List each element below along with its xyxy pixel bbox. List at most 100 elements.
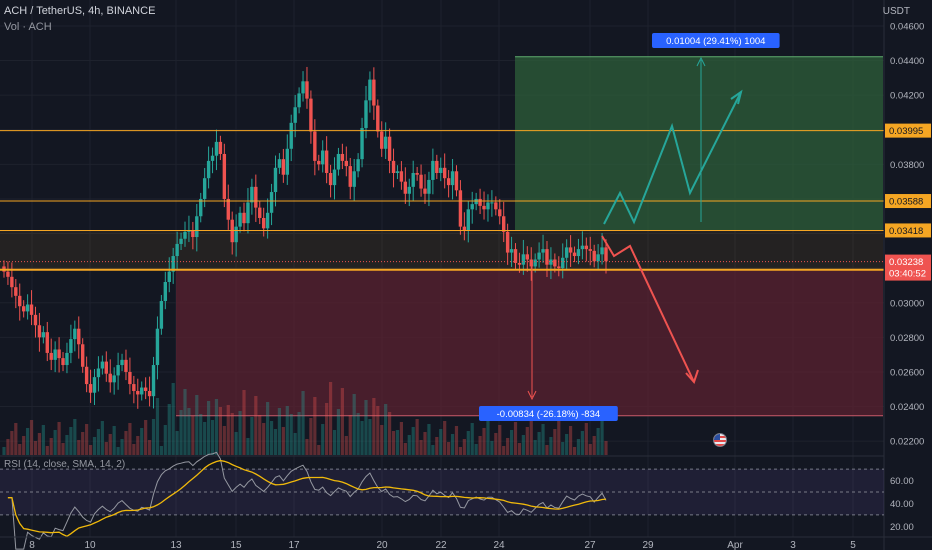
volume-bar bbox=[466, 431, 470, 455]
volume-bar bbox=[289, 414, 293, 455]
candle-body bbox=[108, 373, 112, 383]
candle-body bbox=[380, 131, 384, 149]
svg-text:0.03418: 0.03418 bbox=[889, 226, 923, 237]
volume-bar bbox=[73, 419, 77, 455]
us-flag-icon[interactable] bbox=[713, 433, 727, 447]
volume-bar bbox=[305, 439, 309, 455]
volume-bar bbox=[411, 427, 415, 455]
volume-bar bbox=[443, 421, 447, 455]
candle-body bbox=[159, 301, 164, 329]
volume-bar bbox=[151, 419, 156, 455]
candle-body bbox=[112, 375, 116, 383]
price-tick-label: 0.04400 bbox=[890, 56, 924, 67]
candle-body bbox=[387, 136, 392, 161]
level-price-tag: 0.03995 bbox=[885, 123, 931, 138]
volume-bar bbox=[517, 443, 522, 455]
candle-body bbox=[364, 100, 368, 129]
volume-bar bbox=[506, 438, 510, 455]
candle-body bbox=[403, 181, 408, 194]
candle-body bbox=[321, 150, 325, 165]
volume-bar bbox=[77, 440, 81, 455]
candle-body bbox=[446, 178, 451, 186]
candle-body bbox=[175, 243, 179, 257]
candle-body bbox=[37, 325, 42, 338]
candle-body bbox=[376, 105, 380, 132]
volume-bar bbox=[415, 419, 419, 455]
volume-bar bbox=[399, 422, 403, 455]
volume-bar bbox=[580, 431, 584, 455]
volume-bar bbox=[175, 431, 179, 455]
volume-bar bbox=[144, 420, 148, 455]
svg-text:0.03238: 0.03238 bbox=[889, 257, 923, 268]
candle-body bbox=[100, 361, 105, 369]
entry-band bbox=[0, 230, 883, 270]
profit-zone bbox=[515, 56, 883, 231]
rsi-tick-label: 60.00 bbox=[890, 476, 914, 487]
candle-body bbox=[407, 186, 411, 194]
candle-body bbox=[80, 344, 85, 367]
candle-body bbox=[568, 247, 573, 253]
volume-bar bbox=[179, 410, 183, 455]
volume-bar bbox=[262, 423, 266, 455]
candle-body bbox=[6, 271, 10, 277]
volume-bar bbox=[88, 445, 93, 455]
volume-bar bbox=[604, 441, 608, 455]
volume-bar bbox=[297, 412, 301, 455]
candle-body bbox=[179, 238, 183, 244]
candle-body bbox=[360, 128, 364, 160]
candle-body bbox=[305, 81, 309, 99]
candle-body bbox=[442, 167, 447, 179]
volume-bar bbox=[368, 419, 372, 455]
volume-bar bbox=[427, 424, 431, 455]
volume-bar bbox=[277, 408, 282, 455]
volume-bar bbox=[317, 445, 321, 455]
candle-body bbox=[254, 186, 258, 208]
candle-body bbox=[399, 171, 404, 182]
candle-body bbox=[234, 226, 238, 243]
candle-body bbox=[572, 252, 577, 257]
time-tick-label: 10 bbox=[84, 540, 96, 550]
volume-label: Vol · ACH bbox=[4, 21, 52, 33]
candle-body bbox=[250, 186, 254, 203]
volume-bar bbox=[85, 424, 89, 455]
candle-body bbox=[498, 209, 502, 217]
candle-body bbox=[218, 141, 223, 154]
candle-body bbox=[344, 160, 349, 167]
candle-body bbox=[431, 160, 435, 180]
candle-body bbox=[501, 216, 506, 232]
candle-body bbox=[191, 230, 195, 238]
volume-bar bbox=[596, 428, 600, 455]
candle-body bbox=[18, 295, 22, 307]
candle-body bbox=[222, 153, 227, 199]
price-tick-label: 0.02800 bbox=[890, 333, 924, 344]
volume-bar bbox=[96, 429, 101, 455]
svg-text:0.03588: 0.03588 bbox=[889, 197, 923, 208]
volume-bar bbox=[124, 431, 128, 455]
volume-bar bbox=[238, 411, 242, 455]
candle-body bbox=[309, 98, 313, 132]
volume-bar bbox=[191, 416, 195, 455]
candle-body bbox=[293, 107, 297, 123]
volume-bar bbox=[49, 438, 53, 455]
candle-body bbox=[533, 259, 537, 267]
volume-bar bbox=[502, 446, 506, 455]
volume-bar bbox=[309, 418, 313, 455]
candle-body bbox=[596, 254, 600, 262]
candle-body bbox=[541, 249, 545, 253]
price-tick-label: 0.02600 bbox=[890, 367, 924, 378]
candle-body bbox=[214, 141, 219, 156]
candle-body bbox=[336, 153, 341, 170]
candle-body bbox=[84, 366, 89, 385]
volume-bar bbox=[565, 434, 569, 455]
volume-bar bbox=[600, 420, 604, 455]
time-tick-label: 5 bbox=[850, 540, 856, 550]
volume-bar bbox=[234, 432, 238, 455]
rsi-tick-label: 40.00 bbox=[890, 499, 914, 510]
svg-text:03:40:52: 03:40:52 bbox=[889, 269, 926, 280]
candle-body bbox=[525, 254, 530, 260]
candle-body bbox=[187, 230, 191, 232]
volume-bar bbox=[588, 444, 592, 455]
candle-body bbox=[474, 198, 478, 205]
